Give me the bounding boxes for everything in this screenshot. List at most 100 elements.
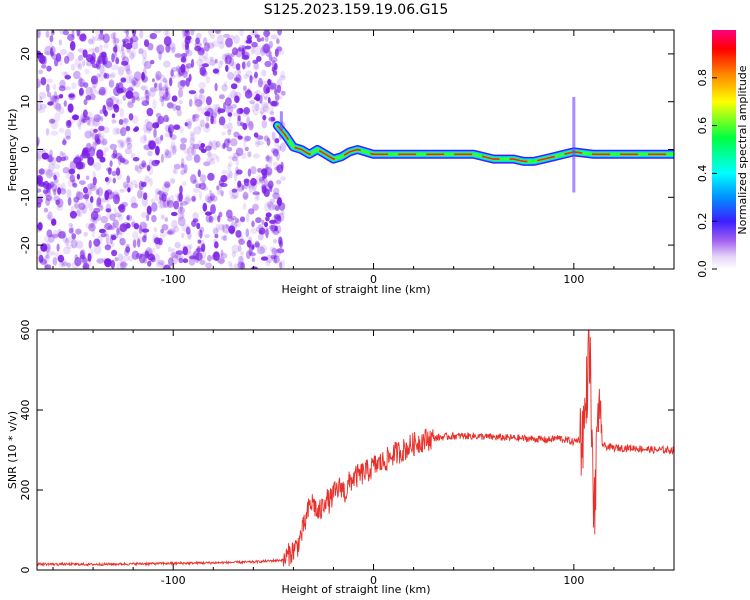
noise-dot bbox=[204, 234, 210, 239]
noise-dot bbox=[247, 168, 252, 177]
noise-dot bbox=[101, 138, 108, 146]
noise-dot bbox=[216, 185, 220, 191]
noise-dot bbox=[128, 86, 133, 93]
noise-dot bbox=[111, 113, 116, 119]
noise-dot bbox=[51, 156, 57, 166]
noise-dot bbox=[231, 244, 239, 254]
noise-dot bbox=[255, 217, 262, 224]
noise-dot bbox=[243, 73, 249, 80]
noise-dot bbox=[37, 188, 42, 193]
noise-dot bbox=[100, 233, 107, 238]
noise-dot bbox=[45, 128, 50, 136]
noise-dot bbox=[108, 79, 115, 88]
noise-dot bbox=[154, 188, 161, 195]
noise-dot bbox=[121, 52, 126, 61]
noise-dot bbox=[75, 240, 84, 249]
noise-dot bbox=[202, 180, 206, 187]
noise-dot bbox=[233, 131, 240, 138]
noise-dot bbox=[97, 135, 105, 145]
noise-dot bbox=[86, 54, 94, 63]
noise-dot bbox=[244, 146, 249, 152]
noise-dot bbox=[261, 119, 268, 129]
noise-dot bbox=[249, 252, 256, 257]
noise-dot bbox=[274, 88, 278, 95]
noise-dot bbox=[222, 106, 226, 112]
noise-dot bbox=[272, 223, 278, 233]
noise-dot bbox=[255, 89, 261, 95]
noise-dot bbox=[204, 42, 210, 52]
noise-dot bbox=[56, 205, 63, 211]
noise-dot bbox=[90, 75, 98, 85]
noise-dot bbox=[188, 73, 192, 82]
noise-dot bbox=[191, 252, 197, 258]
noise-dot bbox=[62, 139, 67, 146]
noise-dot bbox=[198, 182, 207, 190]
noise-dot bbox=[83, 194, 90, 200]
noise-dot bbox=[170, 211, 178, 217]
noise-dot bbox=[214, 30, 222, 35]
noise-dot bbox=[125, 125, 131, 132]
noise-dot bbox=[67, 197, 72, 206]
noise-dot bbox=[179, 202, 183, 213]
noise-dot bbox=[170, 144, 178, 154]
noise-dot bbox=[207, 151, 212, 158]
noise-dot bbox=[87, 48, 95, 53]
noise-dot bbox=[43, 235, 50, 242]
spectrogram-xtick-label: 100 bbox=[563, 273, 584, 286]
noise-dot bbox=[247, 37, 252, 43]
noise-dot bbox=[56, 52, 62, 62]
colorbar-tick-label: 0.4 bbox=[696, 165, 709, 183]
noise-dot bbox=[152, 99, 157, 110]
noise-dot bbox=[244, 135, 252, 142]
noise-dot bbox=[155, 145, 160, 156]
noise-dot bbox=[163, 30, 169, 36]
noise-dot bbox=[198, 190, 203, 201]
noise-dot bbox=[119, 108, 125, 118]
spectrogram-xtick-label: -100 bbox=[161, 273, 186, 286]
noise-dot bbox=[185, 244, 192, 255]
noise-dot bbox=[134, 126, 139, 132]
noise-dot bbox=[154, 253, 160, 263]
noise-dot bbox=[164, 148, 170, 156]
noise-dot bbox=[205, 122, 210, 129]
noise-dot bbox=[225, 64, 229, 72]
noise-dot bbox=[163, 36, 172, 47]
noise-dot bbox=[221, 170, 229, 175]
noise-dot bbox=[279, 142, 286, 152]
noise-dot bbox=[265, 228, 269, 239]
noise-dot bbox=[85, 222, 94, 229]
noise-dot bbox=[112, 127, 120, 136]
noise-dot bbox=[102, 33, 110, 44]
noise-dot bbox=[133, 78, 141, 88]
noise-dot bbox=[246, 250, 251, 259]
noise-dot bbox=[60, 156, 66, 162]
noise-dot bbox=[121, 60, 129, 66]
noise-dot bbox=[142, 235, 147, 243]
noise-dot bbox=[102, 55, 106, 65]
noise-dot bbox=[109, 190, 115, 198]
noise-dot bbox=[199, 88, 205, 94]
noise-dot bbox=[153, 226, 158, 233]
noise-dot bbox=[210, 194, 214, 202]
noise-dot bbox=[174, 241, 181, 249]
noise-dot bbox=[141, 49, 147, 60]
noise-dot bbox=[71, 239, 78, 249]
noise-dot bbox=[276, 84, 282, 94]
noise-dot bbox=[194, 96, 199, 104]
noise-dot bbox=[220, 249, 224, 257]
noise-dot bbox=[181, 52, 188, 58]
noise-dot bbox=[126, 142, 133, 149]
noise-dot bbox=[56, 243, 60, 252]
noise-dot bbox=[108, 80, 114, 88]
noise-dot bbox=[110, 222, 116, 231]
noise-dot bbox=[47, 154, 53, 163]
noise-dot bbox=[95, 90, 102, 95]
noise-dot bbox=[117, 228, 123, 235]
noise-dot bbox=[165, 87, 169, 98]
noise-dot bbox=[86, 175, 90, 180]
noise-dot bbox=[63, 86, 71, 91]
noise-dot bbox=[164, 79, 169, 90]
noise-dot bbox=[253, 132, 259, 138]
noise-dot bbox=[140, 85, 149, 91]
noise-dot bbox=[113, 194, 120, 205]
